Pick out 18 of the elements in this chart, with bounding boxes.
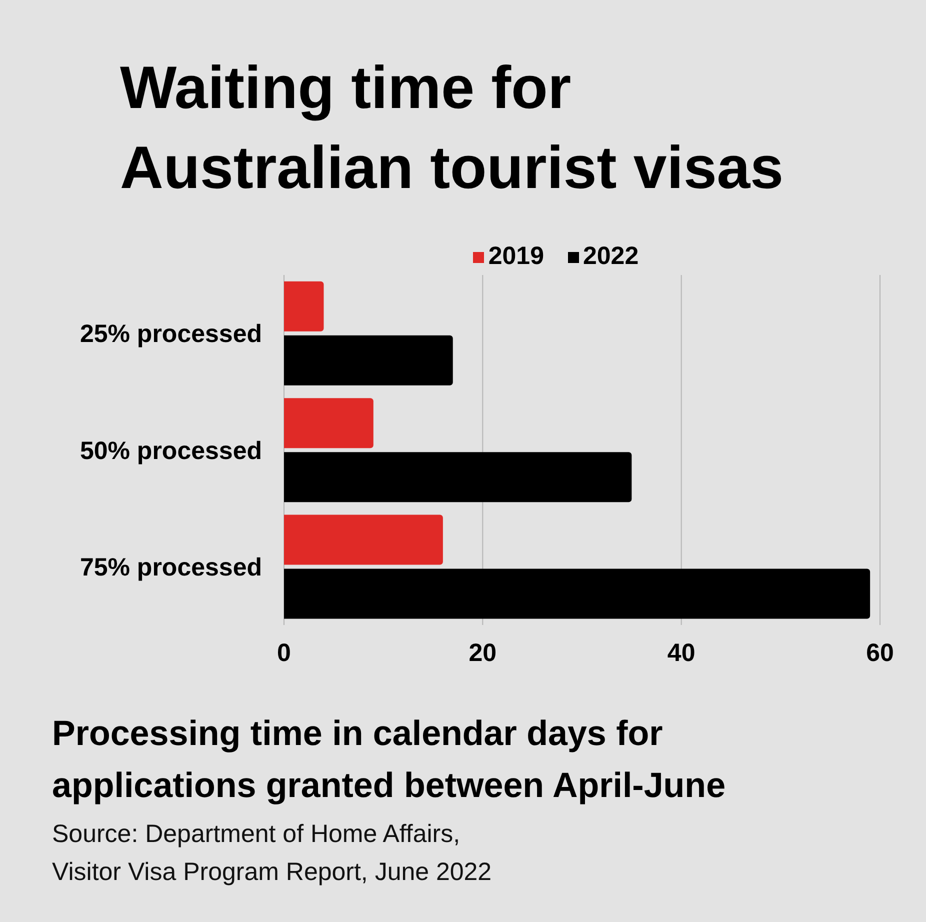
legend-label: 2022: [583, 242, 639, 270]
y-tick-label: 50% processed: [80, 436, 262, 465]
x-axis-title: Processing time in calendar days for applications granted between April-June: [52, 714, 726, 805]
source-note: Source: Department of Home Affairs, Visitor Visa Program Report, June 2022: [52, 820, 492, 886]
bar: [284, 335, 453, 386]
legend-label: 2019: [488, 242, 544, 270]
y-tick-label: 25% processed: [80, 320, 262, 348]
x-tick-label: 0: [277, 638, 291, 667]
bar: [284, 514, 443, 565]
bar: [284, 281, 324, 332]
bar: [284, 568, 870, 619]
x-tick-label: 20: [468, 638, 497, 667]
chart-title: Waiting time for Australian tourist visas: [120, 54, 784, 201]
x-tick-label: 60: [866, 638, 894, 667]
bar: [284, 452, 632, 502]
y-tick-label: 75% processed: [80, 554, 262, 582]
x-tick-label: 40: [667, 638, 696, 667]
bar: [284, 398, 374, 448]
